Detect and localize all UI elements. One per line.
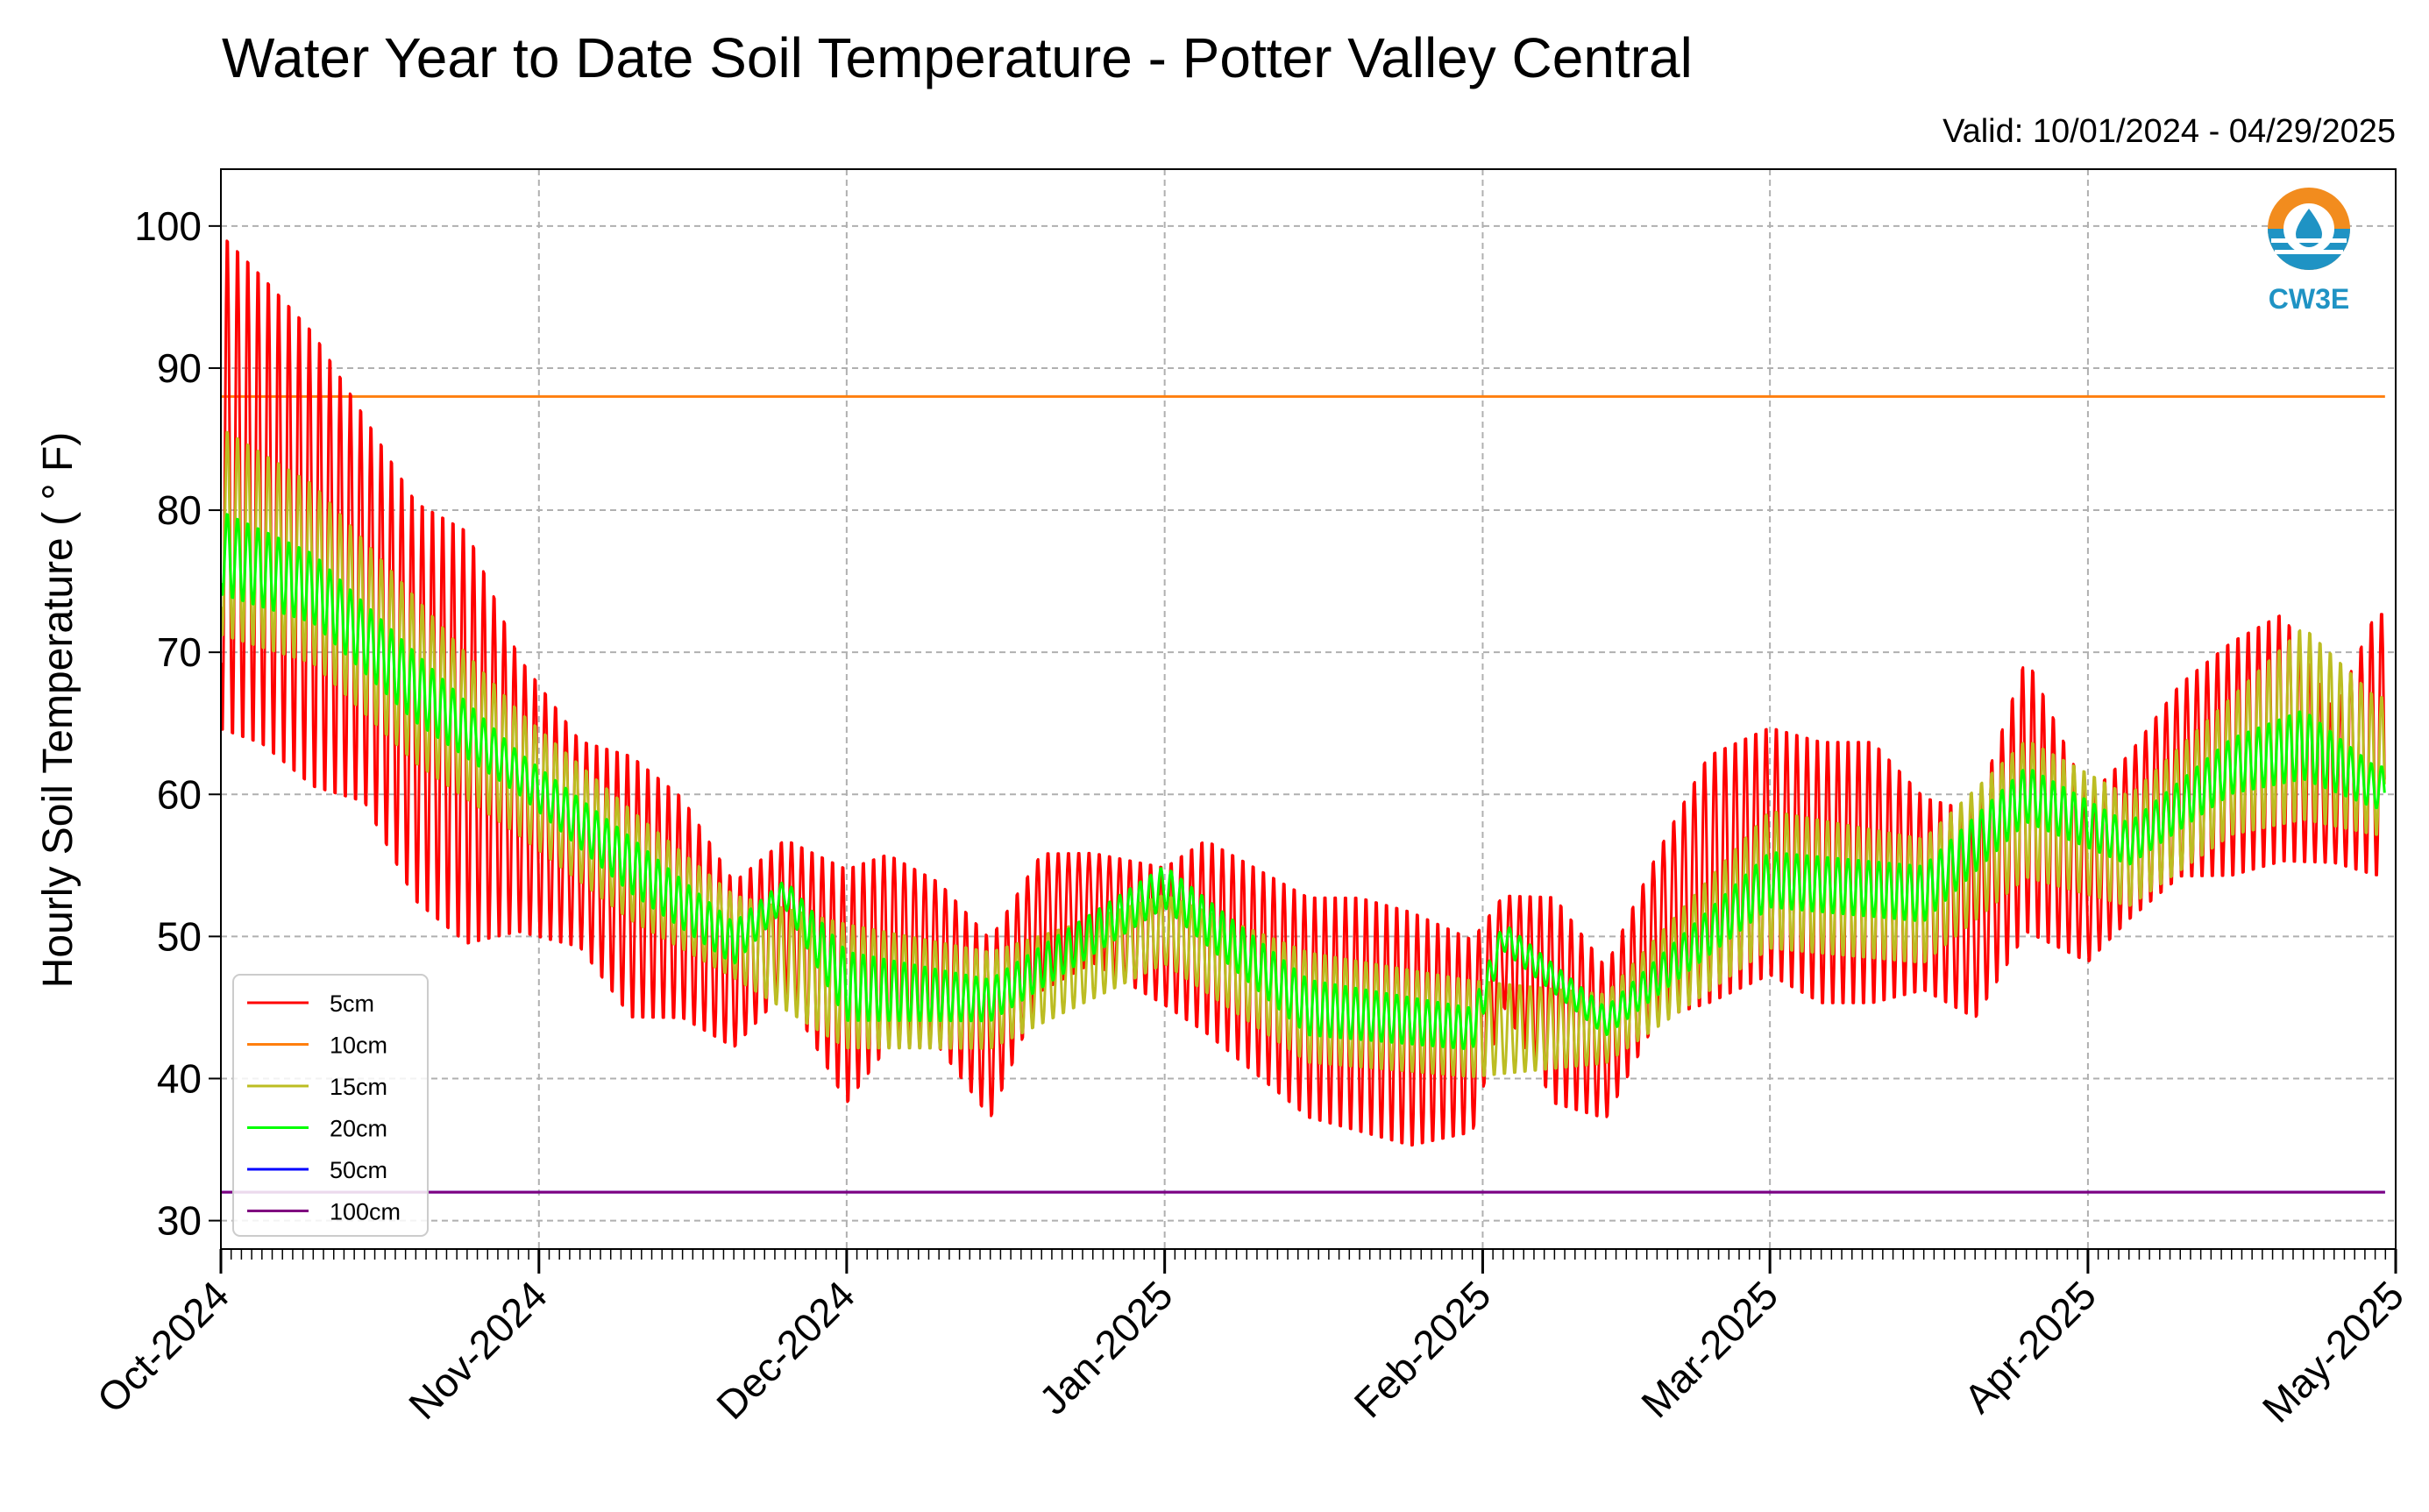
legend-label-100cm: 100cm xyxy=(330,1199,401,1225)
y-tick-label: 70 xyxy=(157,629,202,675)
logo-text: CW3E xyxy=(2269,283,2349,315)
legend-label-10cm: 10cm xyxy=(330,1033,387,1059)
series-line-20cm xyxy=(221,513,2386,1050)
legend-label-15cm: 15cm xyxy=(330,1074,387,1100)
series-layer xyxy=(221,239,2386,1194)
y-tick-label: 50 xyxy=(157,913,202,959)
y-tick-label: 60 xyxy=(157,771,202,817)
y-tick-label: 90 xyxy=(157,345,202,391)
y-axis: 30 40 50 60 70 80 90 100 xyxy=(134,203,221,1244)
valid-range: Valid: 10/01/2024 - 04/29/2025 xyxy=(1942,113,2396,150)
legend-label-5cm: 5cm xyxy=(330,990,374,1017)
y-axis-label: Hourly Soil Temperature ( ° F) xyxy=(35,432,82,989)
series-line-5cm xyxy=(221,239,2386,1147)
y-tick-label: 100 xyxy=(134,203,202,249)
y-tick-label: 40 xyxy=(157,1055,202,1101)
legend: 5cm 10cm 15cm 20cm 50cm 100cm xyxy=(232,974,429,1237)
legend-label-50cm: 50cm xyxy=(330,1157,387,1183)
cw3e-logo-icon: CW3E xyxy=(2268,188,2350,315)
legend-label-20cm: 20cm xyxy=(330,1116,387,1142)
y-tick-label: 30 xyxy=(157,1198,202,1244)
chart-title: Water Year to Date Soil Temperature - Po… xyxy=(222,26,1693,89)
y-tick-label: 80 xyxy=(157,487,202,533)
